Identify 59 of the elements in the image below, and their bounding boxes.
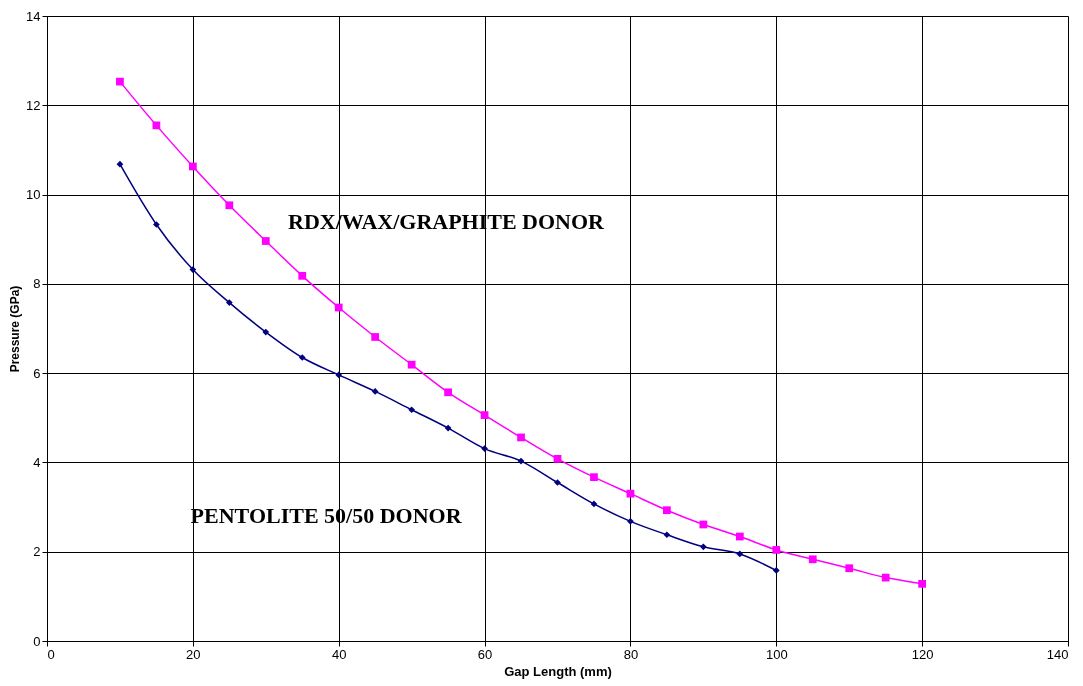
point [407,360,416,369]
x-tick-label: 120 [911,646,934,662]
point [845,564,854,573]
point [298,271,307,280]
point [554,479,561,486]
point [444,424,452,432]
point [772,546,781,554]
point [261,237,270,245]
point [918,579,927,588]
point [663,506,671,515]
y-tick-label: 14 [26,8,41,24]
y-tick-label: 12 [26,97,41,113]
point [881,573,890,582]
y-tick-label: 10 [26,187,41,203]
y-axis-title: Pressure (GPa) [8,285,23,373]
point [590,473,598,482]
x-tick-label: 140 [1046,646,1069,662]
point [699,520,708,529]
x-tick-label: 60 [477,646,493,662]
point [298,354,306,361]
point [225,201,234,210]
point [116,77,124,86]
point [188,162,197,171]
point [700,543,707,551]
x-tick-label: 0 [47,646,55,662]
point [517,433,525,442]
y-tick-label: 6 [33,365,41,381]
point [626,489,635,498]
point [371,333,380,341]
y-tick-label: 0 [33,633,41,649]
point [408,406,415,414]
x-tick-label: 80 [623,646,639,662]
x-tick-label: 100 [765,646,788,662]
point [736,550,744,558]
point [480,411,489,419]
point [663,531,671,539]
y-tick-label: 4 [33,454,41,470]
point [335,371,343,379]
point [517,457,525,465]
point [808,555,817,564]
point [627,518,634,525]
point [481,445,488,452]
x-tick-label: 20 [186,646,201,662]
x-axis-title: Gap Length (mm) [504,663,612,679]
point [735,532,744,541]
point [444,388,452,397]
point [590,500,598,508]
point [772,567,780,574]
point [371,388,379,395]
point [189,266,197,273]
point [225,299,233,306]
point [334,303,343,312]
y-tick-label: 8 [33,276,41,292]
point [262,328,270,336]
x-tick-label: 40 [331,646,347,662]
point [553,454,562,463]
y-tick-label: 2 [33,544,41,560]
point [116,160,124,168]
point [153,221,160,228]
